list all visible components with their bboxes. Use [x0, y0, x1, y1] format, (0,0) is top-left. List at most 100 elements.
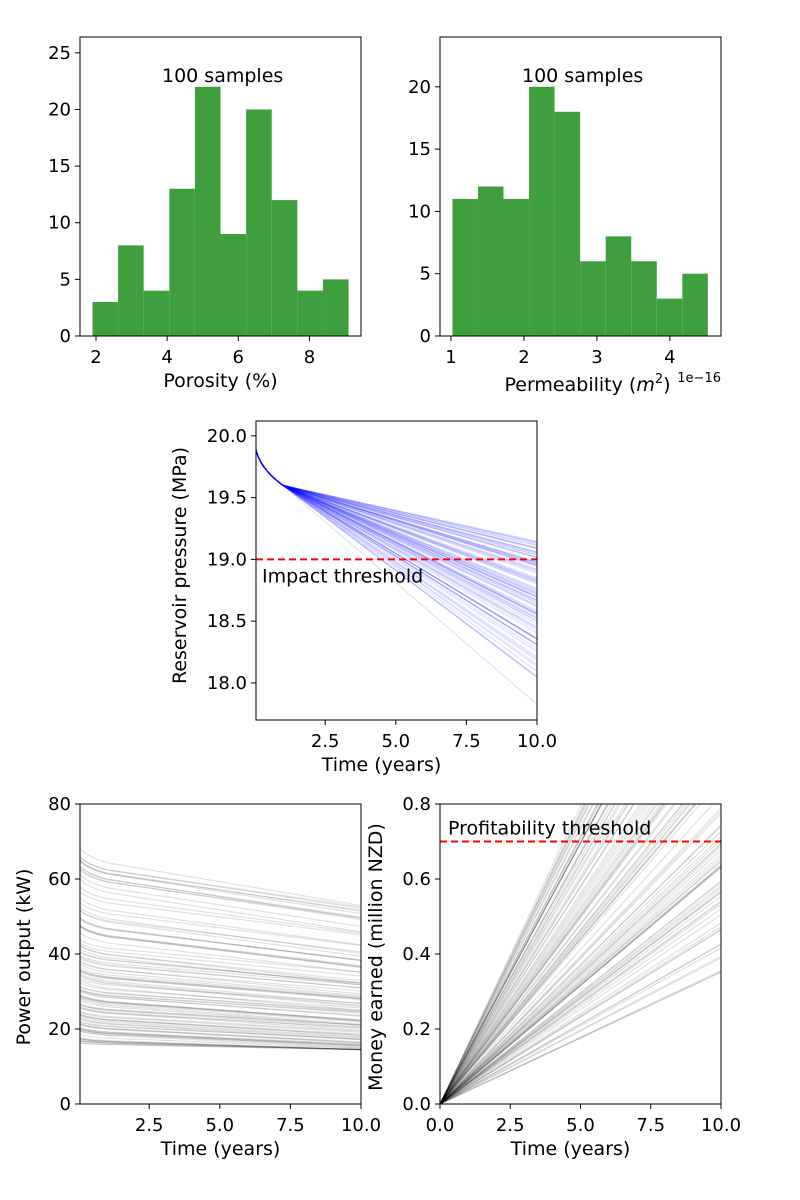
money-series-line: [440, 804, 629, 1104]
money-series-line: [440, 843, 721, 1104]
money-series-line: [440, 804, 697, 1104]
pressure-series-line: [256, 449, 537, 571]
money-series-line: [440, 804, 684, 1104]
x-tick-label: 7.5: [636, 1115, 665, 1136]
power-series-line: [80, 1021, 361, 1040]
money-series-line: [440, 836, 721, 1104]
power-series-line: [80, 886, 361, 934]
money-series-line: [440, 867, 721, 1104]
money-series-line: [440, 804, 659, 1104]
axes-frame: [255, 420, 538, 721]
power-series-line: [80, 1020, 361, 1041]
y-tick-label: 25: [48, 43, 71, 64]
axes-frame: [439, 803, 722, 1105]
money-series-line: [440, 908, 721, 1104]
y-tick-label: 20.0: [207, 426, 247, 447]
money-series-line: [440, 955, 721, 1104]
money-series-line: [440, 891, 721, 1104]
money-series-line: [440, 804, 644, 1104]
money-series-line: [440, 860, 721, 1104]
y-tick-label: 0.8: [402, 794, 431, 815]
power-series-line: [80, 1003, 361, 1026]
pressure-series-line: [256, 449, 537, 566]
x-tick-label: 0.0: [426, 1115, 455, 1136]
money-series-line: [440, 804, 666, 1104]
pressure-series-line: [256, 449, 537, 550]
x-tick-label: 2: [518, 347, 529, 368]
power-series-line: [80, 989, 361, 1017]
histogram-bar: [477, 186, 504, 336]
pressure-series-line: [256, 449, 537, 660]
power-series-line: [80, 847, 361, 907]
power-series-line: [80, 990, 361, 1016]
power-series-line: [80, 1003, 361, 1026]
power-series-line: [80, 970, 361, 1000]
money-series-line: [440, 895, 721, 1104]
power-series-line: [80, 1029, 361, 1046]
power-series-line: [80, 1028, 361, 1046]
pressure-series-line: [256, 449, 537, 619]
power-series-line: [80, 1014, 361, 1037]
pressure-series-line: [256, 449, 537, 585]
y-tick-label: 19.0: [207, 549, 247, 570]
power-series-line: [80, 1010, 361, 1032]
pressure-series-line: [256, 449, 537, 579]
histogram-bar: [271, 200, 298, 336]
money-series-line: [440, 804, 613, 1104]
x-tick-label: 7.5: [452, 731, 481, 752]
pressure-series-line: [256, 449, 537, 584]
x-tick-label: 4: [664, 347, 675, 368]
power-series-line: [80, 954, 361, 986]
pressure-series-line: [256, 449, 537, 608]
money-series-line: [440, 804, 590, 1104]
x-axis-label: Time (years): [321, 754, 442, 776]
power-series-line: [80, 951, 361, 985]
money-series-line: [440, 929, 721, 1104]
x-tick-label: 5.0: [381, 731, 410, 752]
power-series-line: [80, 1013, 361, 1035]
histogram-bar: [605, 236, 632, 336]
pressure-series-line: [256, 449, 537, 546]
power-series-line: [80, 994, 361, 1021]
pressure-series-line: [256, 449, 537, 603]
y-tick-label: 5: [60, 269, 71, 290]
power-series-line: [80, 974, 361, 1007]
power-series-line: [80, 966, 361, 998]
money-chart: Profitability threshold 0.0 2.5 5.0 7.5 10.0 0…: [365, 794, 741, 1160]
x-tick-label: 10.0: [701, 1115, 741, 1136]
pressure-chart: Impact threshold 2.5 5.0 7.5 10.0 18.0 18.5 19.…: [169, 420, 557, 776]
power-series-line: [80, 856, 361, 909]
money-series-line: [440, 804, 582, 1104]
x-tick-label: 10.0: [517, 731, 557, 752]
power-series-line: [80, 909, 361, 957]
histogram-bar: [143, 290, 170, 336]
money-series-line: [440, 831, 721, 1104]
power-series-line: [80, 1006, 361, 1031]
pressure-series-line: [256, 449, 537, 613]
power-series-line: [80, 989, 361, 1014]
histogram-bar: [169, 188, 195, 336]
money-series-line: [440, 804, 635, 1104]
power-series-line: [80, 1030, 361, 1049]
power-series-line: [80, 944, 361, 984]
axes-frame: [79, 803, 362, 1105]
money-series-line: [440, 804, 626, 1104]
power-series-line: [80, 1027, 361, 1045]
power-series-line: [80, 1026, 361, 1047]
money-series-line: [440, 804, 647, 1104]
histogram-bar: [92, 302, 119, 336]
money-series-line: [440, 807, 721, 1104]
power-series-line: [80, 906, 361, 954]
power-series-line: [80, 978, 361, 1004]
sample-count-annotation: 100 samples: [522, 65, 643, 87]
pressure-series-line: [256, 449, 537, 625]
power-series-line: [80, 970, 361, 1001]
power-series-line: [80, 860, 361, 911]
y-tick-label: 18.5: [207, 611, 247, 632]
power-series-line: [80, 873, 361, 928]
money-series-line: [440, 887, 721, 1104]
y-tick-label: 0.4: [402, 944, 431, 965]
money-series-line: [440, 804, 677, 1104]
axes-frame: [439, 36, 722, 337]
